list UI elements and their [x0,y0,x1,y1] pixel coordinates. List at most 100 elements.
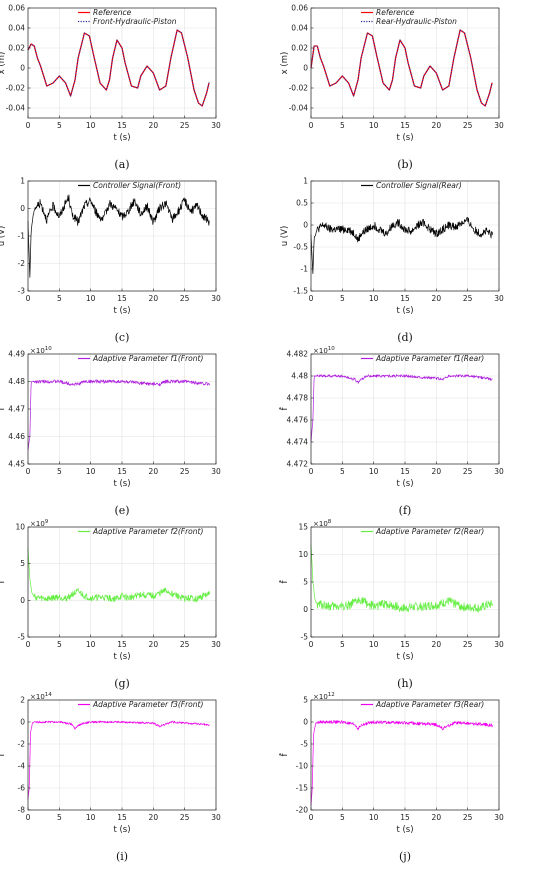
y-tick-label: -0.04 [6,104,26,113]
series-line-g-0 [27,548,210,603]
x-tick-label: 15 [117,294,127,303]
x-axis-label: t (s) [113,133,130,143]
caption-f: (f) [399,504,412,517]
x-tick-label: 5 [57,640,62,649]
y-axis-label: u (V) [0,226,7,247]
x-axis-label: t (s) [113,825,130,835]
y-tick-label: 4.482 [287,350,309,359]
x-tick-label: 20 [432,294,442,303]
x-tick-label: 30 [211,294,221,303]
x-tick-label: 30 [211,467,221,476]
y-tick-label: -4 [18,762,26,771]
x-tick-label: 0 [309,121,314,130]
legend-label: Adaptive Parameter f1(Rear) [375,354,484,363]
legend-label: Adaptive Parameter f2(Front) [92,527,203,536]
axis-exponent: ×1010 [313,346,335,355]
x-tick-label: 0 [26,640,31,649]
legend-label: Front-Hydraulic-Piston [93,17,177,26]
y-tick-label: -15 [296,784,308,793]
y-tick-label: 0 [303,605,308,614]
x-tick-label: 20 [432,813,442,822]
series-line-d-0 [310,216,493,275]
x-axis-label: t (s) [396,825,413,835]
y-tick-label: 10 [15,523,25,532]
axis-exponent-power: 14 [45,692,52,698]
y-tick-label: 0.06 [291,4,308,13]
x-tick-label: 10 [369,294,379,303]
axis-exponent-power: 10 [328,346,335,352]
axis-exponent-power: 9 [45,519,49,525]
legend-label: Reference [376,8,415,17]
x-tick-label: 15 [117,640,127,649]
y-tick-label: -1.5 [293,287,308,296]
series-line-f-0 [310,374,493,442]
x-tick-label: 0 [309,294,314,303]
chart-svg-j: 0 5 10 15 20 25 30 -20 -15 -10 -5 0 5 t (s) f̂ ×1012 Ada… [278,692,504,863]
x-tick-label: 0 [309,467,314,476]
y-tick-label: 4.478 [287,394,309,403]
x-tick-label: 30 [211,640,221,649]
x-tick-label: 0 [26,813,31,822]
x-tick-label: 20 [432,121,442,130]
grid-lines [27,180,217,292]
y-tick-label: -0.02 [289,84,309,93]
x-tick-label: 15 [400,640,410,649]
grid-lines [310,353,500,465]
x-tick-label: 30 [494,294,504,303]
grid-lines [310,180,500,292]
caption-d: (d) [397,331,413,344]
legend-label: Rear-Hydraulic-Piston [376,17,457,26]
x-tick-label: 15 [117,121,127,130]
grid-lines [27,353,217,465]
caption-g: (g) [114,677,130,690]
axis-exponent-power: 8 [328,519,332,525]
x-tick-label: 20 [149,467,159,476]
y-axis-label: f̂ [0,406,7,410]
grid-lines [27,699,217,811]
x-axis-label: t (s) [113,306,130,316]
chart-panel-f: 0 5 10 15 20 25 30 4.472 4.474 4.476 4.478 4.48 4.48… [275,346,550,518]
x-axis-label: t (s) [396,306,413,316]
y-tick-label: -6 [18,784,26,793]
x-tick-label: 10 [369,640,379,649]
chart-panel-e: 0 5 10 15 20 25 30 4.45 4.46 4.47 4.48 4.49 t (s) f̂ ×… [0,346,275,518]
y-tick-label: -5 [301,740,309,749]
x-tick-label: 15 [400,294,410,303]
axis-exponent-power: 10 [45,346,52,352]
axis-exponent: ×109 [30,519,49,528]
y-tick-label: 0.02 [291,44,308,53]
x-tick-label: 5 [57,813,62,822]
x-tick-label: 15 [400,121,410,130]
legend-label: Adaptive Parameter f1(Front) [92,354,203,363]
caption-a: (a) [114,158,129,171]
caption-i: (i) [116,850,128,863]
axis-exponent-power: 12 [328,692,335,698]
legend-label: Adaptive Parameter f3(Rear) [375,700,484,709]
x-tick-label: 25 [463,813,473,822]
y-tick-label: 0 [303,718,308,727]
y-tick-label: -3 [18,287,26,296]
y-tick-label: 4.49 [8,350,25,359]
x-tick-label: 20 [149,813,159,822]
y-tick-label: -20 [296,806,308,815]
y-tick-label: 5 [20,559,25,568]
chart-svg-e: 0 5 10 15 20 25 30 4.45 4.46 4.47 4.48 4.49 t (s) f̂ ×… [0,346,221,517]
y-tick-label: 4.474 [287,438,309,447]
y-tick-label: 1 [20,177,25,186]
x-tick-label: 5 [57,294,62,303]
x-tick-label: 10 [369,467,379,476]
chart-svg-d: 0 5 10 15 20 25 30 -1.5 -1 -0.5 0 0.5 1 t (s) u (V) Con… [280,177,504,345]
y-tick-label: 4.476 [287,416,309,425]
x-tick-label: 25 [180,294,190,303]
x-axis-label: t (s) [113,652,130,662]
y-tick-label: -10 [296,762,308,771]
axis-exponent: ×1010 [30,346,52,355]
y-tick-label: 15 [298,523,308,532]
x-tick-label: 20 [432,640,442,649]
y-tick-label: -8 [18,806,26,815]
x-tick-label: 25 [463,121,473,130]
legend-label: Adaptive Parameter f3(Front) [92,700,203,709]
x-tick-label: 15 [117,813,127,822]
